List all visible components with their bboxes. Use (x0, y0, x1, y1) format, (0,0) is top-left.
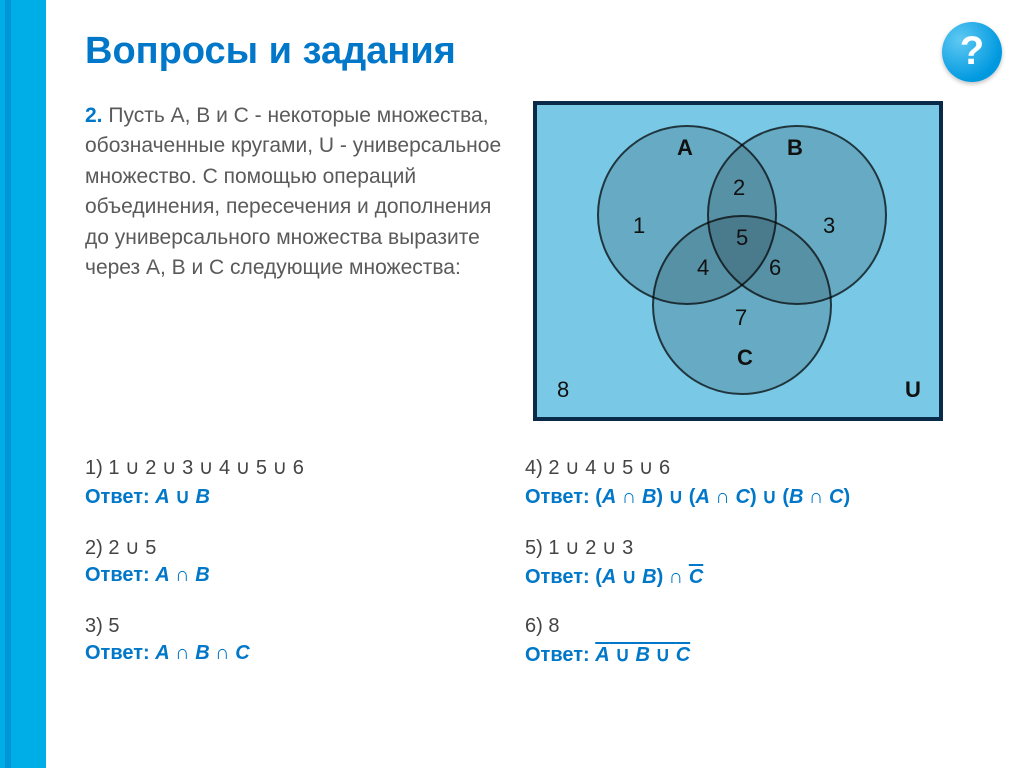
answer-item: 4) 2 ∪ 4 ∪ 5 ∪ 6 Ответ: (A ∩ B) ∪ (A ∩ C)… (525, 455, 995, 509)
answer-question: 6) 8 (525, 615, 995, 638)
question-number: 2. (85, 104, 103, 127)
prompt-body: Пусть А, В и С - некоторые множества, об… (85, 104, 501, 279)
answer-question: 4) 2 ∪ 4 ∪ 5 ∪ 6 (525, 455, 995, 480)
slide-content: Вопросы и задания 2. Пусть А, В и С - не… (85, 30, 985, 667)
answer-item: 1) 1 ∪ 2 ∪ 3 ∪ 4 ∪ 5 ∪ 6 Ответ: A ∪ B (85, 455, 515, 509)
answers-grid: 1) 1 ∪ 2 ∪ 3 ∪ 4 ∪ 5 ∪ 6Ответ: A ∪ B4) 2… (85, 455, 985, 667)
venn-inner: A B C U 1 2 3 4 567 8 (537, 105, 939, 417)
venn-label-a: A (677, 135, 693, 161)
answer-question: 5) 1 ∪ 2 ∪ 3 (525, 535, 995, 560)
venn-region-7: 7 (735, 305, 747, 331)
venn-region-1: 1 (633, 213, 645, 239)
answer-question: 2) 2 ∪ 5 (85, 535, 515, 560)
answer-item: 2) 2 ∪ 5 Ответ: A ∩ B (85, 535, 515, 589)
venn-label-u: U (905, 377, 921, 403)
venn-label-c: C (737, 345, 753, 371)
venn-region-6: 6 (769, 255, 781, 281)
venn-region-2: 2 (733, 175, 745, 201)
side-band-inner (5, 0, 11, 768)
venn-diagram: A B C U 1 2 3 4 567 8 (533, 101, 943, 421)
answer-result: Ответ: A ∪ B ∪ C (525, 642, 995, 667)
venn-region-5: 5 (736, 225, 748, 251)
venn-label-b: B (787, 135, 803, 161)
answer-result: Ответ: (A ∪ B) ∩ C (525, 564, 995, 589)
prompt-text: 2. Пусть А, В и С - некоторые множества,… (85, 101, 515, 284)
answer-item: 5) 1 ∪ 2 ∪ 3 Ответ: (A ∪ B) ∩ C (525, 535, 995, 589)
answer-item: 3) 5 Ответ: A ∩ B ∩ C (85, 615, 515, 667)
answer-result: Ответ: (A ∩ B) ∪ (A ∩ C) ∪ (B ∩ C) (525, 484, 995, 509)
venn-region-4: 4 (697, 255, 709, 281)
answer-result: Ответ: A ∩ B (85, 564, 515, 587)
answer-result: Ответ: A ∩ B ∩ C (85, 642, 515, 665)
answer-item: 6) 8 Ответ: A ∪ B ∪ C (525, 615, 995, 667)
top-row: 2. Пусть А, В и С - некоторые множества,… (85, 101, 985, 421)
page-title: Вопросы и задания (85, 30, 985, 73)
answer-question: 1) 1 ∪ 2 ∪ 3 ∪ 4 ∪ 5 ∪ 6 (85, 455, 515, 480)
venn-region-3: 3 (823, 213, 835, 239)
venn-region-8: 8 (557, 377, 569, 403)
answer-result: Ответ: A ∪ B (85, 484, 515, 509)
answer-question: 3) 5 (85, 615, 515, 638)
